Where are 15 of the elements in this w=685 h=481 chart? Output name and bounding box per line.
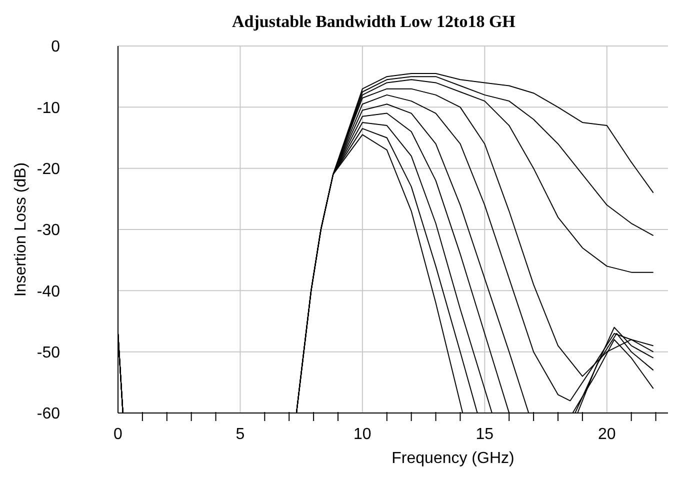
y-tick-label: -60 xyxy=(36,406,60,423)
y-axis-title: Insertion Loss (dB) xyxy=(12,162,30,297)
y-tick-label: -50 xyxy=(36,344,60,362)
y-tick-label: -20 xyxy=(36,161,60,178)
y-tick-label: 0 xyxy=(51,38,60,56)
x-tick-label: 0 xyxy=(114,426,123,443)
y-tick-label: -30 xyxy=(36,222,60,240)
x-tick-label: 20 xyxy=(598,426,616,443)
x-tick-label: 15 xyxy=(476,426,494,443)
x-tick-label: 10 xyxy=(354,426,372,443)
y-tick-label: -10 xyxy=(36,100,60,117)
x-tick-label: 5 xyxy=(236,426,245,443)
x-axis-title: Frequency (GHz) xyxy=(392,450,514,467)
y-tick-label: -40 xyxy=(36,283,60,300)
chart-title: Adjustable Bandwidth Low 12to18 GH xyxy=(232,12,516,32)
